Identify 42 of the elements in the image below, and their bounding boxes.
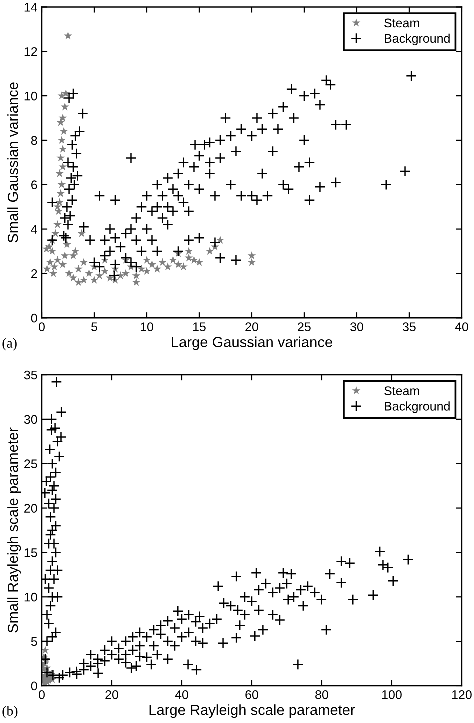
x-tick-label: 40 bbox=[175, 690, 188, 700]
y-tick-label: 20 bbox=[24, 504, 38, 513]
y-tick-label: 2 bbox=[32, 270, 38, 278]
y-tick-label: 30 bbox=[24, 415, 38, 424]
y-tick-label: 15 bbox=[24, 548, 38, 558]
x-tick-label: 100 bbox=[382, 690, 402, 700]
y-tick-label: 6 bbox=[32, 180, 38, 190]
x-tick-label: 35 bbox=[402, 322, 416, 332]
x-tick-label: 120 bbox=[452, 690, 472, 700]
legend-label: Steam bbox=[384, 386, 420, 396]
y-tick-label: 10 bbox=[24, 592, 38, 602]
x-axis-title: Large Rayleigh scale parameter bbox=[150, 704, 356, 718]
text: (b) bbox=[2, 706, 18, 719]
y-tick-label: 0 bbox=[31, 682, 38, 691]
y-axis-title: Small Rayleigh scale parameter bbox=[8, 428, 22, 633]
text: (a) bbox=[2, 338, 17, 351]
y-tick-label: 5 bbox=[31, 637, 38, 646]
x-tick-label: 60 bbox=[246, 690, 258, 700]
x-tick-label: 20 bbox=[106, 690, 118, 700]
x-axis-title: Large Gaussian variance bbox=[172, 336, 332, 350]
x-tick-label: 30 bbox=[350, 322, 364, 332]
y-tick-label: 0 bbox=[31, 314, 38, 323]
x-tick-label: 5 bbox=[92, 322, 98, 332]
x-tick-label: 10 bbox=[140, 322, 154, 332]
x-tick-label: 80 bbox=[316, 690, 328, 700]
y-axis-title: Small Gaussian variance bbox=[8, 82, 18, 243]
y-tick-label: 10 bbox=[24, 92, 38, 101]
legend-label: Background bbox=[385, 34, 450, 46]
x-tick-label: 0 bbox=[39, 322, 45, 332]
y-tick-label: 14 bbox=[24, 3, 38, 12]
legend-label: Background bbox=[385, 402, 450, 414]
y-tick-label: 4 bbox=[31, 225, 38, 234]
x-tick-label: 0 bbox=[39, 690, 45, 700]
legend-label: Steam bbox=[384, 18, 420, 28]
x-tick-label: 20 bbox=[246, 322, 258, 332]
x-tick-label: 25 bbox=[298, 322, 311, 332]
y-tick-label: 25 bbox=[24, 460, 38, 469]
x-tick-label: 40 bbox=[455, 322, 468, 332]
y-tick-label: 8 bbox=[31, 136, 38, 146]
y-tick-label: 12 bbox=[24, 47, 38, 56]
x-tick-label: 15 bbox=[193, 322, 206, 332]
y-tick-label: 35 bbox=[24, 370, 38, 380]
